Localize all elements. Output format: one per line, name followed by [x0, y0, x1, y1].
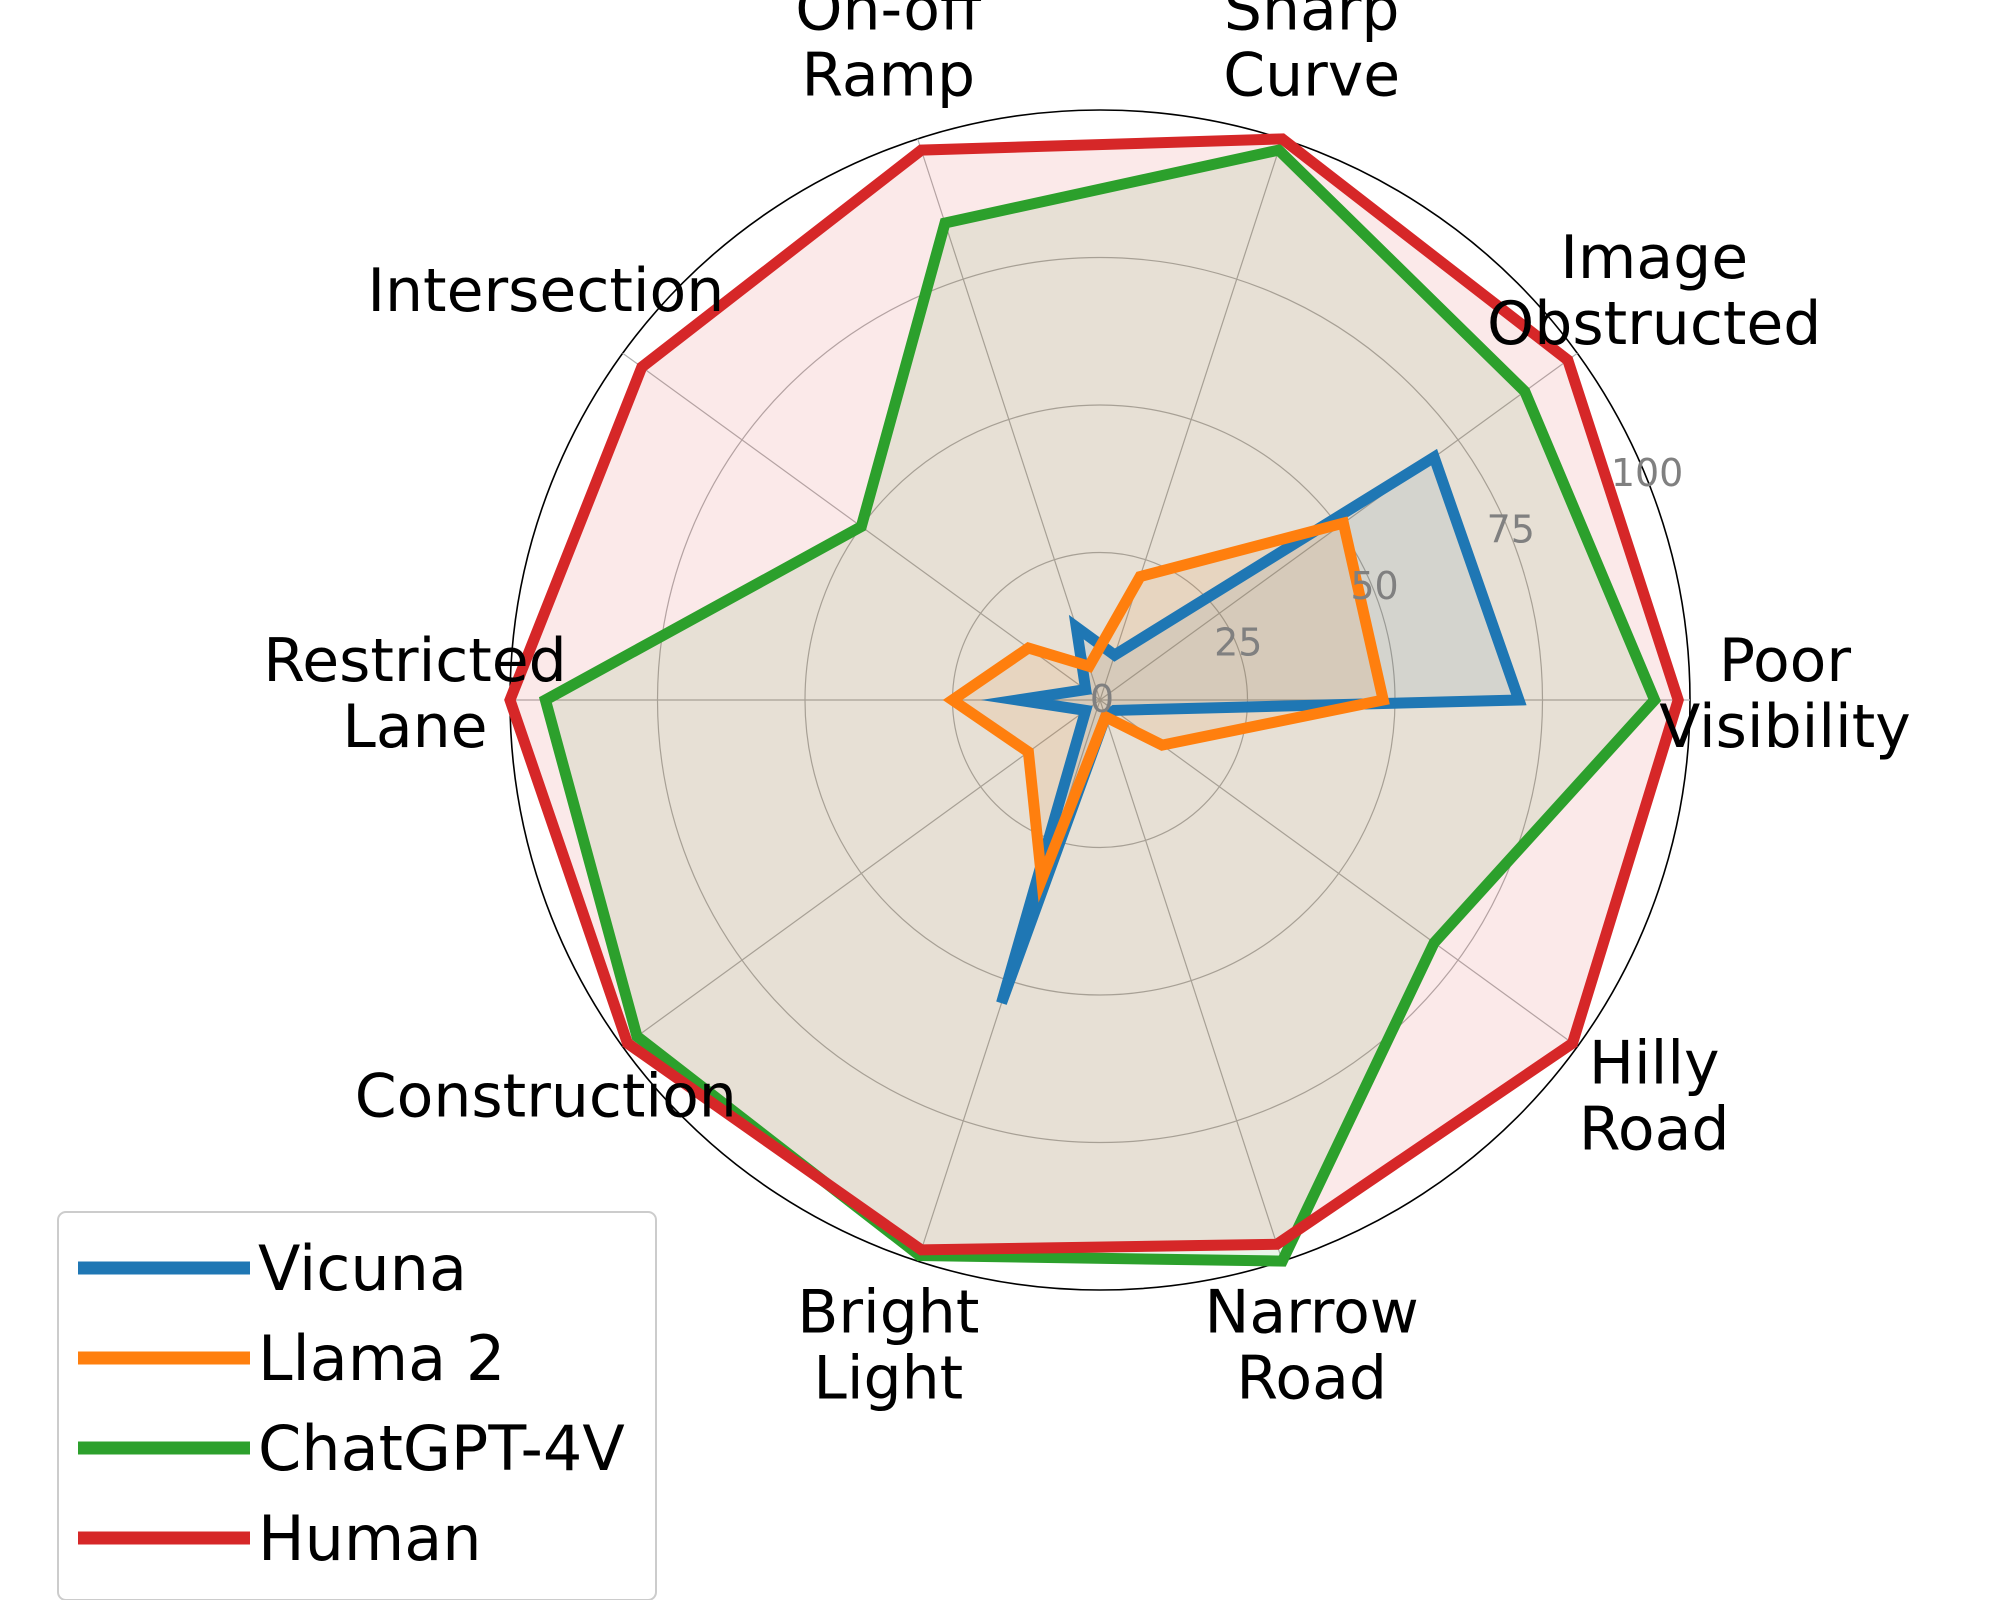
- category-labels: Poor Visibility Image Obstructed Sharp Curve O…: [263, 0, 1911, 1413]
- category-label-bright-light: Bright Light: [797, 1277, 979, 1413]
- category-label-sharp-curve: Sharp Curve: [1223, 0, 1400, 110]
- radial-tick-label: 50: [1350, 564, 1398, 608]
- radial-tick-label: 100: [1611, 451, 1684, 495]
- category-label-image-obstructed: Image Obstructed: [1487, 223, 1821, 359]
- series-fill-vicuna: [1001, 457, 1519, 1003]
- category-label-poor-visibility: Poor Visibility: [1659, 626, 1910, 762]
- radial-tick-label: 75: [1487, 508, 1535, 552]
- category-label-intersection: Intersection: [367, 256, 724, 326]
- category-label-narrow-road: Narrow Road: [1204, 1277, 1418, 1413]
- series-line-llama-2: [942, 516, 1390, 903]
- series-line-chatgpt-4v: [538, 144, 1662, 1267]
- series-line-human: [504, 133, 1684, 1256]
- category-label-on-off-ramp: On-off Ramp: [795, 0, 983, 110]
- series-fill-chatgpt-4v: [545, 150, 1655, 1262]
- legend-label-llama-2: Llama 2: [258, 1322, 505, 1395]
- category-label-restricted-lane: Restricted Lane: [263, 626, 567, 762]
- category-label-construction: Construction: [355, 1061, 737, 1131]
- grid-spoke: [622, 699, 1101, 1048]
- radial-tick-labels: 0 25 50 75 100: [1090, 451, 1683, 721]
- radial-tick-label: 25: [1214, 621, 1262, 665]
- series-lines: [504, 133, 1684, 1267]
- category-label-hilly-road: Hilly Road: [1579, 1028, 1730, 1164]
- radial-tick-label: 0: [1090, 677, 1114, 721]
- grid-spoke: [1099, 138, 1283, 701]
- grid-spoke: [1099, 699, 1283, 1262]
- series-fill-human: [510, 138, 1679, 1250]
- legend-label-human: Human: [258, 1502, 482, 1575]
- legend: Vicuna Llama 2 ChatGPT-4V Human: [57, 1211, 657, 1601]
- grid-spoke: [1099, 699, 1578, 1048]
- legend-label-chatgpt-4v: ChatGPT-4V: [258, 1412, 625, 1485]
- legend-label-vicuna: Vicuna: [258, 1232, 467, 1305]
